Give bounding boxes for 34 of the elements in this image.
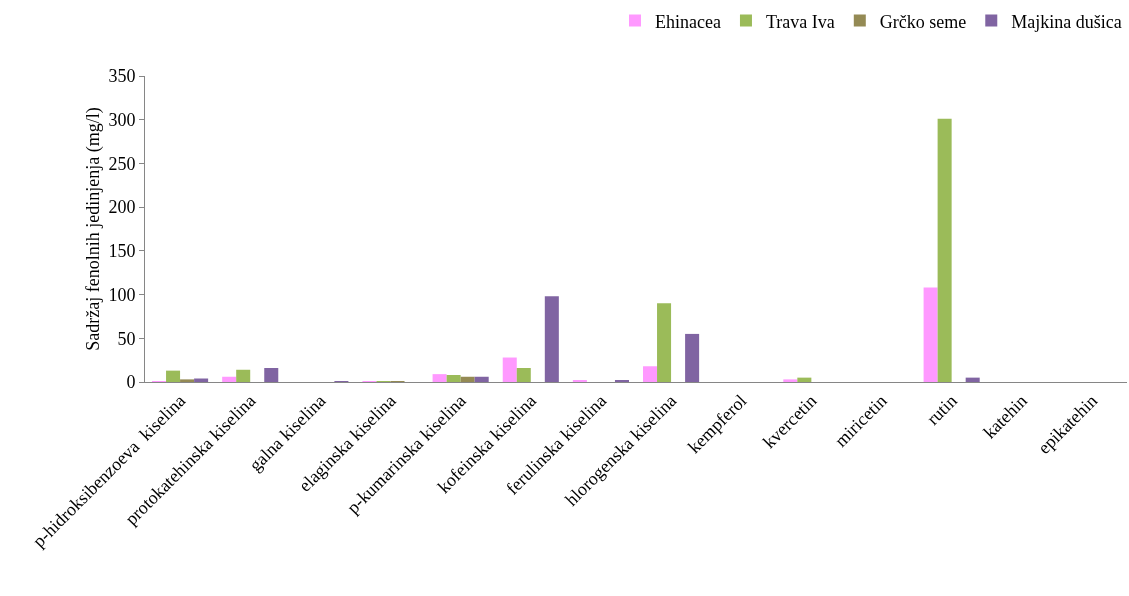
- bar: [965, 377, 980, 382]
- bar: [657, 303, 672, 382]
- bar: [544, 296, 559, 382]
- y-tick-label: 0: [126, 372, 136, 393]
- y-tick-label: 350: [108, 66, 136, 87]
- bar: [783, 379, 798, 382]
- bar: [923, 287, 938, 382]
- bar: [236, 369, 251, 382]
- bar: [222, 376, 237, 382]
- bar: [166, 370, 181, 382]
- legend-label: Majkina dušica: [1011, 11, 1122, 32]
- legend-label: Trava Iva: [765, 11, 835, 32]
- y-axis-title: Sadržaj fenolnih jedinjenja (mg/l): [83, 107, 104, 351]
- bar: [643, 366, 658, 382]
- y-tick-label: 200: [108, 197, 136, 218]
- bar: [180, 379, 195, 382]
- y-tick-label: 150: [108, 241, 136, 262]
- y-tick-label: 100: [108, 284, 136, 305]
- bar: [516, 368, 531, 382]
- bar: [685, 333, 700, 382]
- y-tick-label: 300: [108, 110, 136, 131]
- x-tick-label: rutin: [922, 390, 961, 429]
- bar: [446, 375, 461, 382]
- bar: [432, 374, 447, 382]
- bar: [460, 376, 475, 382]
- legend-label: Grčko seme: [879, 11, 967, 32]
- bar: [474, 376, 489, 382]
- bar: [502, 357, 517, 382]
- bar: [797, 377, 812, 382]
- y-tick-label: 250: [108, 153, 136, 174]
- bar: [264, 368, 279, 382]
- bar: [937, 118, 952, 382]
- y-tick-label: 50: [117, 328, 136, 349]
- legend-label: Ehinacea: [655, 11, 721, 32]
